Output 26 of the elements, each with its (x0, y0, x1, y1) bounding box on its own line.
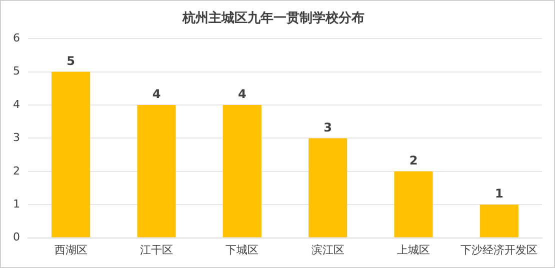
y-tick-label: 3 (13, 131, 20, 144)
bar (480, 204, 518, 238)
x-tick-label: 下城区 (226, 243, 259, 256)
data-label: 3 (324, 120, 332, 134)
data-label: 1 (494, 186, 504, 201)
bar (222, 105, 262, 238)
chart-title: 杭州主城区九年一贯制学校分布 (182, 10, 364, 26)
bar (308, 138, 348, 238)
x-tick-label: 西湖区 (54, 243, 88, 256)
x-tick-label: 上城区 (397, 243, 430, 256)
x-tick-label: 江干区 (140, 243, 173, 256)
y-tick-label: 5 (13, 64, 20, 78)
y-tick-label: 1 (13, 197, 20, 210)
y-tick-label: 0 (13, 230, 20, 244)
y-tick-label: 2 (13, 164, 20, 178)
x-tick-label: 下沙经济开发区 (460, 243, 538, 256)
bar (137, 105, 176, 238)
y-tick-label: 4 (13, 98, 20, 111)
data-label: 2 (409, 154, 418, 168)
bar (394, 171, 433, 238)
data-label: 4 (238, 87, 246, 102)
data-label: 5 (66, 54, 76, 68)
bar (52, 72, 90, 238)
y-tick-label: 6 (13, 31, 20, 44)
x-tick-label: 滨江区 (311, 243, 344, 256)
data-label: 4 (152, 87, 161, 102)
